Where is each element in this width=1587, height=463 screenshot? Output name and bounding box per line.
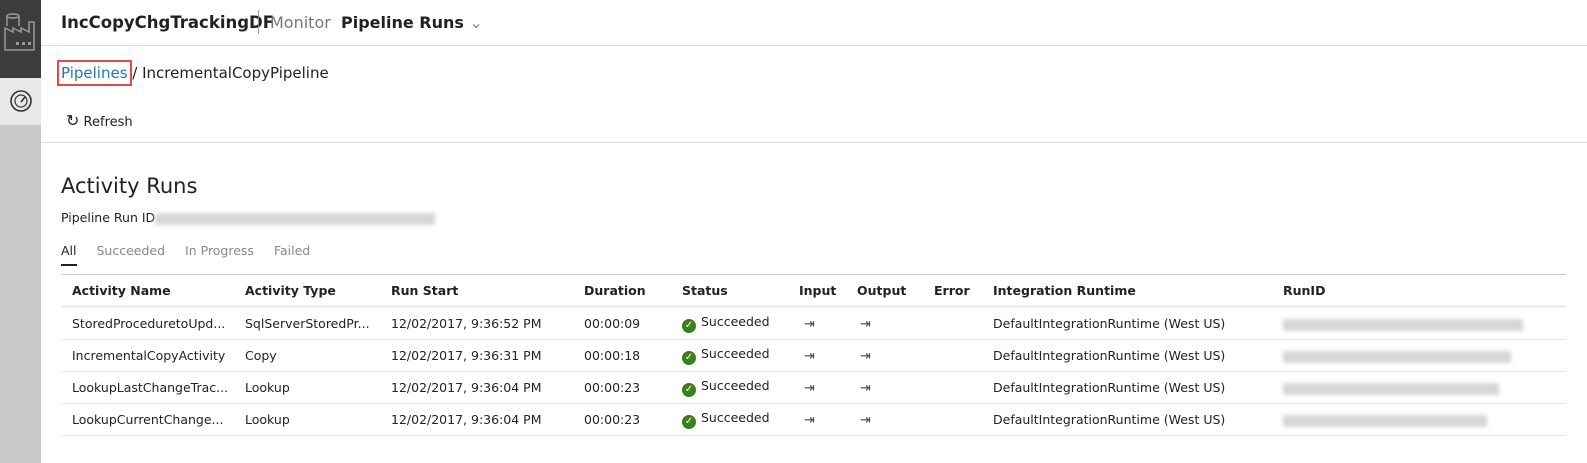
- activity-type: Lookup: [234, 403, 380, 436]
- runid-redacted: [1283, 414, 1487, 427]
- activity-type: SqlServerStoredPr...: [234, 306, 380, 340]
- status-tabs: All Succeeded In Progress Failed: [61, 243, 326, 266]
- error: [923, 371, 982, 404]
- status-label: Succeeded: [701, 314, 770, 329]
- monitor-gauge-icon[interactable]: [0, 78, 41, 125]
- factory-name: IncCopyChgTrackingDF: [61, 13, 274, 32]
- integration-runtime: DefaultIntegrationRuntime (West US): [982, 306, 1272, 340]
- activity-name: LookupCurrentChange...: [61, 403, 234, 436]
- pipeline-run-id: Pipeline Run ID: [61, 210, 436, 225]
- input-icon[interactable]: ⇥: [804, 380, 815, 396]
- activity-name: IncrementalCopyActivity: [61, 339, 234, 372]
- error: [923, 339, 982, 372]
- tab-succeeded[interactable]: Succeeded: [96, 243, 166, 258]
- refresh-button[interactable]: ↻ Refresh: [66, 111, 133, 130]
- run-start: 12/02/2017, 9:36:31 PM: [380, 339, 573, 372]
- error: [923, 306, 982, 340]
- breadcrumb: Pipelines / IncrementalCopyPipeline: [57, 60, 329, 86]
- runid-redacted: [1283, 318, 1523, 331]
- success-check-icon: ✓: [682, 415, 696, 429]
- status: ✓ Succeeded: [671, 339, 788, 372]
- status: ✓ Succeeded: [671, 306, 788, 340]
- table-header: Activity Name Activity Type Run Start Du…: [61, 274, 1566, 308]
- run-start: 12/02/2017, 9:36:04 PM: [380, 371, 573, 404]
- duration: 00:00:23: [573, 371, 671, 404]
- col-status[interactable]: Status: [671, 274, 788, 308]
- runid-redacted: [1283, 382, 1499, 395]
- activity-type: Lookup: [234, 371, 380, 404]
- status-label: Succeeded: [701, 410, 770, 425]
- view-dropdown[interactable]: Pipeline Runs ⌄: [341, 13, 483, 32]
- refresh-icon: ↻: [66, 111, 80, 130]
- divider: [258, 10, 259, 34]
- status-label: Succeeded: [701, 378, 770, 393]
- success-check-icon: ✓: [682, 319, 696, 333]
- tab-failed[interactable]: Failed: [273, 243, 311, 258]
- status: ✓ Succeeded: [671, 371, 788, 404]
- table-row[interactable]: StoredProceduretoUpd... SqlServerStoredP…: [61, 306, 1566, 340]
- factory-icon[interactable]: [0, 0, 41, 78]
- run-id-label: Pipeline Run ID: [61, 210, 156, 225]
- col-activity-name[interactable]: Activity Name: [61, 274, 234, 308]
- col-error[interactable]: Error: [923, 274, 982, 308]
- activity-name: LookupLastChangeTrac...: [61, 371, 234, 404]
- input-icon[interactable]: ⇥: [804, 316, 815, 332]
- runid-redacted: [1283, 350, 1511, 363]
- run-id-value-redacted: [155, 212, 436, 225]
- monitor-label: Monitor: [270, 13, 331, 32]
- col-integration-runtime[interactable]: Integration Runtime: [982, 274, 1272, 308]
- output-icon[interactable]: ⇥: [860, 348, 871, 364]
- activity-type: Copy: [234, 339, 380, 372]
- duration: 00:00:09: [573, 306, 671, 340]
- refresh-label: Refresh: [83, 115, 133, 130]
- integration-runtime: DefaultIntegrationRuntime (West US): [982, 403, 1272, 436]
- table-row[interactable]: LookupCurrentChange... Lookup 12/02/2017…: [61, 403, 1566, 436]
- table-row[interactable]: LookupLastChangeTrac... Lookup 12/02/201…: [61, 371, 1566, 404]
- input-icon[interactable]: ⇥: [804, 412, 815, 428]
- table-row[interactable]: IncrementalCopyActivity Copy 12/02/2017,…: [61, 339, 1566, 372]
- col-runid[interactable]: RunID: [1272, 274, 1566, 308]
- view-label: Pipeline Runs: [341, 13, 464, 32]
- duration: 00:00:23: [573, 403, 671, 436]
- col-input[interactable]: Input: [788, 274, 846, 308]
- top-bar: IncCopyChgTrackingDF Monitor Pipeline Ru…: [41, 0, 1587, 46]
- integration-runtime: DefaultIntegrationRuntime (West US): [982, 339, 1272, 372]
- tab-all[interactable]: All: [61, 243, 77, 266]
- col-duration[interactable]: Duration: [573, 274, 671, 308]
- success-check-icon: ✓: [682, 383, 696, 397]
- divider: [41, 142, 1587, 143]
- run-start: 12/02/2017, 9:36:52 PM: [380, 306, 573, 340]
- integration-runtime: DefaultIntegrationRuntime (West US): [982, 371, 1272, 404]
- duration: 00:00:18: [573, 339, 671, 372]
- status-label: Succeeded: [701, 346, 770, 361]
- activity-name: StoredProceduretoUpd...: [61, 306, 234, 340]
- error: [923, 403, 982, 436]
- activity-runs-table: Activity Name Activity Type Run Start Du…: [61, 274, 1566, 436]
- sidebar: [0, 0, 41, 463]
- breadcrumb-current: IncrementalCopyPipeline: [142, 64, 329, 82]
- page-title: Activity Runs: [61, 174, 198, 198]
- breadcrumb-pipelines-link[interactable]: Pipelines: [57, 60, 132, 86]
- output-icon[interactable]: ⇥: [860, 380, 871, 396]
- col-activity-type[interactable]: Activity Type: [234, 274, 380, 308]
- output-icon[interactable]: ⇥: [860, 412, 871, 428]
- col-output[interactable]: Output: [846, 274, 923, 308]
- status: ✓ Succeeded: [671, 403, 788, 436]
- output-icon[interactable]: ⇥: [860, 316, 871, 332]
- chevron-down-icon: ⌄: [469, 13, 483, 32]
- col-run-start[interactable]: Run Start: [380, 274, 573, 308]
- run-start: 12/02/2017, 9:36:04 PM: [380, 403, 573, 436]
- input-icon[interactable]: ⇥: [804, 348, 815, 364]
- tab-in-progress[interactable]: In Progress: [185, 243, 254, 258]
- success-check-icon: ✓: [682, 351, 696, 365]
